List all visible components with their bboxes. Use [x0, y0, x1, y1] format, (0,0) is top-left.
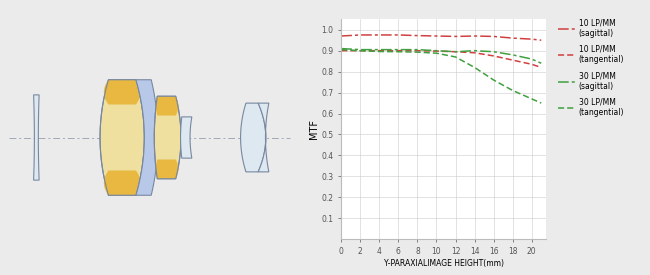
30 LP/MM
(tangential)	[489, 78, 497, 82]
Polygon shape	[156, 160, 178, 179]
30 LP/MM
(tangential)	[452, 55, 460, 59]
30 LP/MM
(tangential)	[413, 51, 421, 54]
10 LP/MM
(sagittal)	[376, 33, 384, 37]
Polygon shape	[156, 96, 178, 116]
10 LP/MM
(tangential)	[538, 66, 545, 69]
Line: 10 LP/MM
(sagittal): 10 LP/MM (sagittal)	[341, 35, 541, 40]
X-axis label: Y-PARAXIALIMAGE HEIGHT(mm): Y-PARAXIALIMAGE HEIGHT(mm)	[384, 259, 504, 268]
Polygon shape	[104, 170, 140, 195]
Polygon shape	[104, 80, 140, 104]
30 LP/MM
(sagittal)	[471, 49, 478, 52]
30 LP/MM
(sagittal)	[395, 48, 402, 51]
10 LP/MM
(tangential)	[471, 51, 478, 54]
30 LP/MM
(sagittal)	[489, 50, 497, 53]
30 LP/MM
(sagittal)	[356, 48, 364, 51]
10 LP/MM
(sagittal)	[395, 33, 402, 37]
30 LP/MM
(sagittal)	[337, 47, 345, 50]
Legend: 10 LP/MM
(sagittal), 10 LP/MM
(tangential), 30 LP/MM
(sagittal), 30 LP/MM
(tange: 10 LP/MM (sagittal), 10 LP/MM (tangentia…	[558, 19, 624, 117]
Polygon shape	[181, 117, 192, 158]
Y-axis label: MTF: MTF	[309, 119, 318, 139]
Polygon shape	[258, 103, 269, 172]
10 LP/MM
(tangential)	[489, 54, 497, 57]
10 LP/MM
(tangential)	[528, 63, 536, 66]
10 LP/MM
(tangential)	[509, 59, 517, 62]
30 LP/MM
(tangential)	[433, 51, 441, 55]
30 LP/MM
(sagittal)	[538, 62, 545, 65]
10 LP/MM
(sagittal)	[528, 37, 536, 41]
10 LP/MM
(tangential)	[356, 49, 364, 52]
Polygon shape	[154, 96, 181, 179]
30 LP/MM
(sagittal)	[452, 50, 460, 53]
10 LP/MM
(sagittal)	[433, 34, 441, 38]
10 LP/MM
(sagittal)	[337, 34, 345, 38]
30 LP/MM
(tangential)	[538, 101, 545, 105]
30 LP/MM
(tangential)	[471, 66, 478, 69]
10 LP/MM
(sagittal)	[509, 37, 517, 40]
Line: 10 LP/MM
(tangential): 10 LP/MM (tangential)	[341, 51, 541, 67]
Line: 30 LP/MM
(tangential): 30 LP/MM (tangential)	[341, 50, 541, 103]
30 LP/MM
(tangential)	[528, 97, 536, 101]
10 LP/MM
(tangential)	[452, 50, 460, 53]
10 LP/MM
(sagittal)	[413, 34, 421, 37]
30 LP/MM
(sagittal)	[433, 49, 441, 52]
10 LP/MM
(tangential)	[413, 49, 421, 52]
30 LP/MM
(tangential)	[337, 48, 345, 51]
30 LP/MM
(tangential)	[356, 49, 364, 52]
30 LP/MM
(sagittal)	[528, 57, 536, 61]
10 LP/MM
(sagittal)	[356, 33, 364, 37]
Polygon shape	[34, 95, 39, 180]
Polygon shape	[240, 103, 266, 172]
30 LP/MM
(sagittal)	[509, 53, 517, 57]
30 LP/MM
(tangential)	[376, 50, 384, 53]
30 LP/MM
(tangential)	[395, 50, 402, 53]
Line: 30 LP/MM
(sagittal): 30 LP/MM (sagittal)	[341, 49, 541, 63]
Polygon shape	[100, 80, 144, 195]
10 LP/MM
(tangential)	[433, 50, 441, 53]
30 LP/MM
(sagittal)	[376, 48, 384, 51]
10 LP/MM
(tangential)	[395, 49, 402, 52]
30 LP/MM
(tangential)	[509, 89, 517, 92]
10 LP/MM
(tangential)	[376, 49, 384, 52]
10 LP/MM
(tangential)	[337, 49, 345, 52]
30 LP/MM
(sagittal)	[413, 48, 421, 51]
10 LP/MM
(sagittal)	[452, 35, 460, 38]
Polygon shape	[136, 80, 158, 195]
10 LP/MM
(sagittal)	[471, 34, 478, 38]
10 LP/MM
(sagittal)	[538, 39, 545, 42]
10 LP/MM
(sagittal)	[489, 35, 497, 38]
